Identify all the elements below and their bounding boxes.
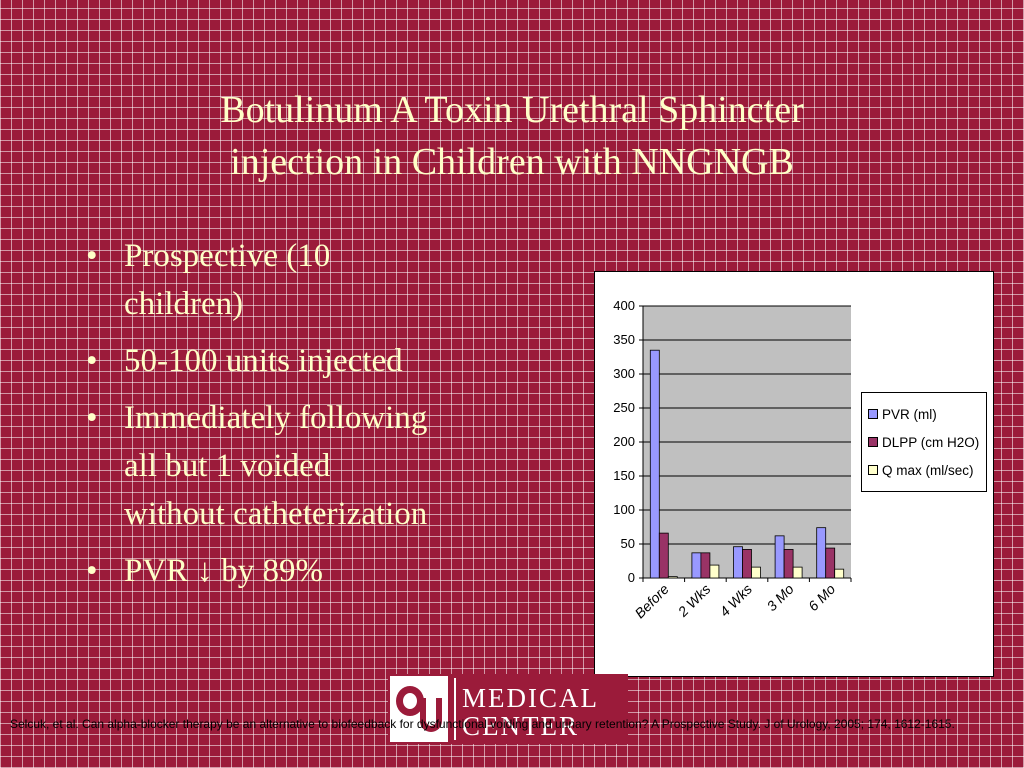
logo-divider bbox=[454, 678, 456, 740]
logo-line-2: CENTER bbox=[462, 711, 579, 741]
legend-item-dlpp: DLPP (cm H2O) bbox=[868, 435, 979, 450]
bullet-list: • Prospective (10 children) • 50-100 uni… bbox=[86, 232, 506, 604]
logo-wordmark: MEDICAL CENTER bbox=[462, 684, 599, 740]
x-tick-label: 6 Mo bbox=[805, 581, 838, 614]
slide-title: Botulinum A Toxin Urethral Sphincter inj… bbox=[0, 84, 1024, 188]
x-tick-label: Before bbox=[631, 581, 672, 622]
x-tick-label: 4 Wks bbox=[716, 581, 755, 620]
bar-chart: 0 50 100 150 200 250 300 350 400 Before 2 Wks 4 Wks… bbox=[594, 271, 994, 677]
legend-label: PVR (ml) bbox=[882, 407, 937, 422]
bar bbox=[658, 532, 669, 579]
bar bbox=[691, 552, 702, 579]
bullet-text: PVR ↓ by 89% bbox=[124, 553, 323, 589]
legend-item-pvr: PVR (ml) bbox=[868, 407, 937, 422]
chart-legend: PVR (ml) DLPP (cm H2O) Q max (ml/sec) bbox=[861, 392, 987, 492]
bar bbox=[742, 549, 752, 579]
y-tick-label: 350 bbox=[613, 332, 635, 347]
bullet-dot: • bbox=[86, 400, 98, 436]
x-tick-label: 2 Wks bbox=[674, 581, 714, 621]
x-tick-label: 3 Mo bbox=[763, 581, 796, 614]
legend-label: DLPP (cm H2O) bbox=[882, 435, 980, 450]
bar bbox=[816, 527, 827, 579]
bar bbox=[649, 349, 660, 579]
ou-monogram-icon bbox=[390, 676, 448, 742]
bar bbox=[774, 535, 785, 579]
bullet-item: • 50-100 units injected bbox=[86, 337, 506, 385]
bar bbox=[700, 552, 711, 579]
title-line-2: injection in Children with NNGNGB bbox=[230, 141, 794, 183]
bar bbox=[825, 547, 836, 579]
citation: Selcuk, et al. Can alpha-blocker therapy… bbox=[10, 717, 955, 731]
bullet-item: • PVR ↓ by 89% bbox=[86, 547, 506, 595]
bar bbox=[783, 549, 794, 579]
y-tick-label: 200 bbox=[613, 434, 635, 449]
bullet-text: Immediately following bbox=[124, 400, 428, 436]
bullet-item: • Prospective (10 children) bbox=[86, 232, 506, 328]
ou-medical-center-logo: MEDICAL CENTER bbox=[388, 674, 628, 744]
bullet-text: Prospective (10 bbox=[124, 238, 331, 274]
y-tick-label: 0 bbox=[628, 570, 635, 585]
bar bbox=[667, 576, 678, 579]
legend-label: Q max (ml/sec) bbox=[882, 463, 974, 478]
bar bbox=[834, 568, 845, 579]
legend-swatch bbox=[868, 465, 878, 475]
legend-item-qmax: Q max (ml/sec) bbox=[868, 463, 974, 478]
bar bbox=[751, 566, 761, 579]
y-tick-label: 250 bbox=[613, 400, 635, 415]
bullet-text: without catheterization bbox=[124, 496, 428, 532]
legend-swatch bbox=[868, 409, 878, 419]
bullet-text: children) bbox=[124, 286, 244, 322]
logo-line-1: MEDICAL bbox=[462, 683, 599, 713]
y-tick-label: 100 bbox=[613, 502, 635, 517]
bullet-text: 50-100 units injected bbox=[124, 343, 403, 379]
title-line-1: Botulinum A Toxin Urethral Sphincter bbox=[220, 89, 804, 131]
y-tick-label: 400 bbox=[613, 298, 635, 313]
chart-svg: 0 50 100 150 200 250 300 350 400 Before 2 Wks 4 Wks… bbox=[613, 298, 852, 622]
y-tick-label: 50 bbox=[621, 536, 635, 551]
bullet-dot: • bbox=[86, 343, 98, 379]
bar bbox=[709, 564, 720, 579]
bullet-text: all but 1 voided bbox=[124, 448, 331, 484]
bar bbox=[792, 566, 803, 579]
legend-swatch bbox=[868, 437, 878, 447]
bullet-dot: • bbox=[86, 238, 98, 274]
y-tick-label: 150 bbox=[613, 468, 635, 483]
bullet-item: • Immediately following all but 1 voided… bbox=[86, 394, 506, 538]
bar bbox=[733, 546, 743, 579]
bullet-dot: • bbox=[86, 553, 98, 589]
y-tick-label: 300 bbox=[613, 366, 635, 381]
